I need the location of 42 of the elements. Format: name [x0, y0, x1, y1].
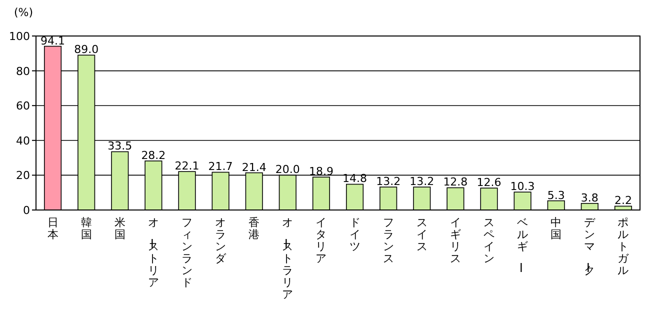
x-tick-label: オランダ	[215, 216, 228, 265]
x-tick-label: 香港	[248, 216, 260, 241]
x-tick-label: スイス	[416, 216, 428, 253]
data-label: 13.2	[376, 175, 401, 188]
x-tick-label: スペイン	[484, 216, 494, 265]
y-tick-label: 100	[9, 30, 30, 43]
x-tick-label: オーストラリア	[279, 216, 294, 301]
x-tick-label: フランス	[382, 216, 394, 265]
x-tick-label: ドイツ	[349, 216, 360, 253]
x-tick-label: 韓国	[80, 216, 92, 241]
data-label: 13.2	[410, 175, 434, 188]
data-label: 33.5	[108, 140, 132, 153]
x-tick-label: デンマーク	[581, 216, 596, 277]
x-tick-label: 中国	[550, 216, 562, 241]
y-axis-title: (%)	[14, 6, 34, 19]
y-tick-label: 40	[16, 134, 30, 148]
data-label: 94.1	[40, 34, 66, 48]
x-tick-label: オーストリア	[144, 216, 159, 289]
y-tick-label: 80	[16, 64, 30, 78]
data-label: 18.9	[308, 165, 334, 178]
x-tick-label: 米国	[114, 216, 126, 241]
x-tick-label: フィンランド	[182, 216, 192, 289]
y-tick-label: 20	[16, 169, 30, 182]
x-tick-label: イタリア	[316, 216, 327, 265]
y-tick-label: 60	[16, 100, 30, 113]
x-tick-label: 日本	[47, 216, 58, 241]
data-label: 22.1	[174, 160, 200, 173]
data-label: 3.8	[580, 191, 598, 204]
x-tick-label: イギリス	[450, 216, 461, 265]
data-label: 20.0	[275, 163, 300, 176]
data-label: 12.6	[476, 176, 502, 190]
data-label: 12.8	[443, 176, 468, 189]
x-tick-label: ポルトガル	[618, 216, 630, 277]
data-label: 28.2	[141, 148, 166, 162]
data-label: 5.3	[547, 188, 565, 202]
data-label: 10.3	[510, 180, 535, 194]
data-label: 21.7	[208, 160, 233, 174]
data-label: 2.2	[614, 194, 632, 208]
y-tick-label: 0	[23, 204, 30, 217]
x-tick-label: ベルギー	[514, 216, 528, 273]
data-label: 89.0	[74, 43, 99, 56]
data-label: 21.4	[242, 160, 266, 174]
